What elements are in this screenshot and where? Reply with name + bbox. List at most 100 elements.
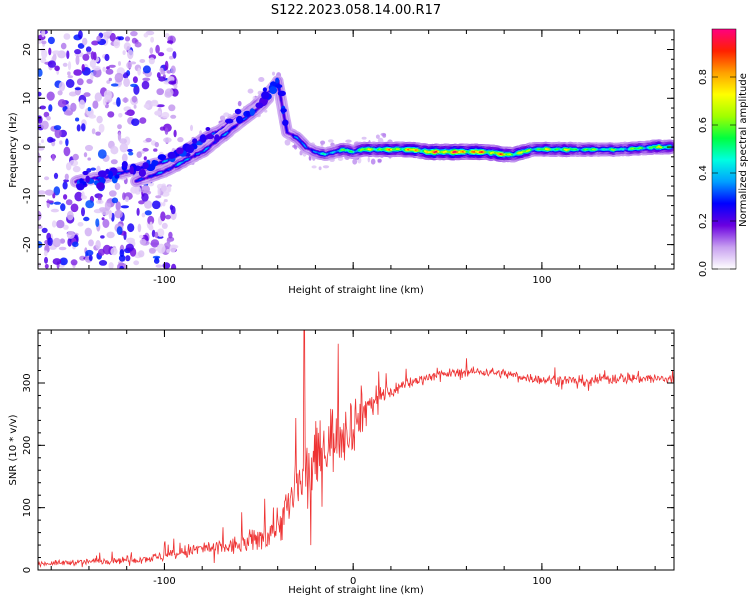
halo-blob: [272, 71, 275, 76]
ridge-blob: [82, 170, 89, 176]
noise-blob: [120, 205, 129, 209]
noise-blob: [72, 153, 79, 161]
colorbar-tick-label: 0.0: [698, 261, 709, 277]
noise-blob: [81, 207, 85, 217]
noise-blob: [123, 77, 130, 87]
noise-blob: [49, 138, 56, 143]
noise-blob: [73, 69, 83, 76]
halo-blob: [311, 165, 317, 169]
noise-blob: [65, 199, 73, 206]
noise-blob: [154, 231, 159, 239]
noise-blob: [103, 89, 112, 100]
ridge-blob: [255, 102, 264, 109]
spectrogram-noise-speckle: [38, 30, 393, 269]
noise-blob: [88, 239, 94, 247]
ridge-blob: [121, 161, 128, 169]
noise-blob: [166, 237, 171, 244]
noise-blob: [96, 35, 101, 42]
noise-blob: [108, 210, 113, 220]
noise-blob: [118, 254, 126, 262]
noise-blob: [87, 106, 92, 112]
halo-blob: [318, 166, 322, 171]
noise-blob: [119, 143, 128, 153]
noise-blob: [46, 115, 51, 121]
noise-blob: [82, 53, 90, 61]
noise-blob: [91, 128, 96, 135]
noise-blob: [107, 111, 115, 118]
noise-blob: [130, 83, 138, 88]
y-tick-label: 20: [22, 43, 33, 56]
halo-blob: [177, 137, 184, 143]
noise-blob: [125, 243, 134, 252]
y-tick-label: 200: [22, 436, 33, 455]
noise-blob: [38, 68, 43, 77]
noise-blob: [38, 262, 41, 268]
noise-blob: [47, 237, 53, 247]
noise-blob: [85, 200, 95, 209]
noise-blob: [66, 210, 74, 221]
noise-blob: [166, 47, 174, 53]
noise-blob: [139, 234, 144, 239]
noise-blob: [161, 111, 170, 119]
noise-blob: [164, 60, 169, 71]
noise-blob: [40, 57, 47, 64]
noise-blob: [113, 39, 121, 49]
halo-blob: [377, 158, 382, 163]
noise-blob: [48, 47, 52, 56]
halo-blob: [345, 139, 352, 143]
halo-blob: [320, 140, 326, 145]
noise-blob: [124, 196, 130, 203]
noise-blob: [142, 77, 151, 82]
noise-blob: [102, 32, 112, 37]
noise-blob: [155, 256, 159, 261]
noise-blob: [114, 182, 121, 190]
noise-blob: [89, 59, 96, 68]
noise-blob: [150, 239, 160, 248]
noise-blob: [160, 185, 167, 192]
noise-blob: [156, 88, 164, 96]
noise-blob: [97, 149, 107, 159]
noise-blob: [106, 231, 115, 239]
noise-blob: [166, 70, 172, 74]
noise-blob: [150, 36, 155, 43]
noise-blob: [41, 30, 46, 38]
noise-blob: [149, 221, 153, 230]
ridge-blob: [275, 77, 280, 84]
noise-blob: [141, 212, 146, 218]
noise-blob: [81, 64, 85, 72]
snr-y-axis: 0 100 200 300: [22, 332, 674, 573]
spectrogram-ridge: [69, 75, 674, 191]
ridge-blob: [97, 170, 107, 178]
y-tick-label: 300: [22, 373, 33, 392]
noise-blob: [172, 51, 177, 59]
noise-blob: [38, 154, 42, 163]
noise-blob: [72, 241, 79, 248]
noise-blob: [138, 250, 145, 258]
noise-blob: [127, 223, 135, 233]
noise-blob: [98, 207, 108, 212]
noise-blob: [126, 148, 133, 153]
noise-blob: [59, 238, 66, 244]
colorbar-frame: [711, 28, 737, 270]
colorbar-gradient: [712, 29, 736, 269]
noise-blob: [77, 43, 85, 49]
noise-blob: [95, 240, 101, 250]
noise-blob: [168, 231, 173, 239]
colorbar-label: Normalized spectral amplitude: [738, 73, 749, 227]
noise-blob: [143, 103, 150, 109]
noise-blob: [70, 203, 79, 213]
ridge-blob: [108, 170, 113, 180]
x-tick-label: 100: [532, 275, 551, 286]
noise-blob: [95, 218, 100, 227]
noise-blob: [75, 55, 80, 66]
noise-blob: [81, 123, 86, 132]
noise-blob: [79, 255, 86, 261]
ridge-blob: [79, 178, 84, 184]
noise-blob: [65, 138, 69, 147]
noise-blob: [43, 250, 48, 257]
noise-blob: [102, 97, 107, 106]
noise-blob: [104, 53, 110, 62]
noise-blob: [171, 263, 177, 269]
snr-panel: -100 0 100 0 100 200 300 Height of straight l…: [8, 329, 675, 596]
